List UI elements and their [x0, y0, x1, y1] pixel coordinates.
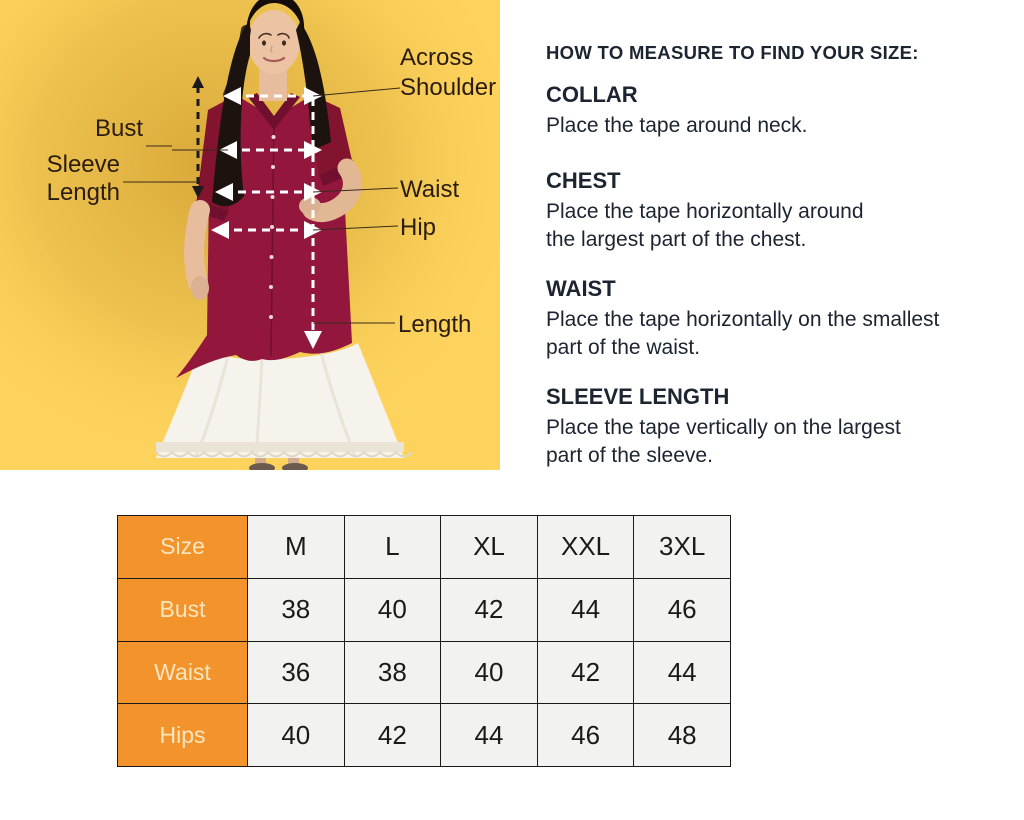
svg-text:Sleeve: Sleeve: [47, 151, 120, 178]
svg-text:Shoulder: Shoulder: [400, 74, 496, 101]
svg-text:Bust: Bust: [95, 115, 143, 142]
svg-text:Waist: Waist: [400, 176, 459, 203]
svg-text:Length: Length: [47, 179, 120, 206]
svg-text:Across: Across: [400, 44, 473, 71]
svg-text:Length: Length: [398, 311, 471, 338]
svg-text:Hip: Hip: [400, 214, 436, 241]
